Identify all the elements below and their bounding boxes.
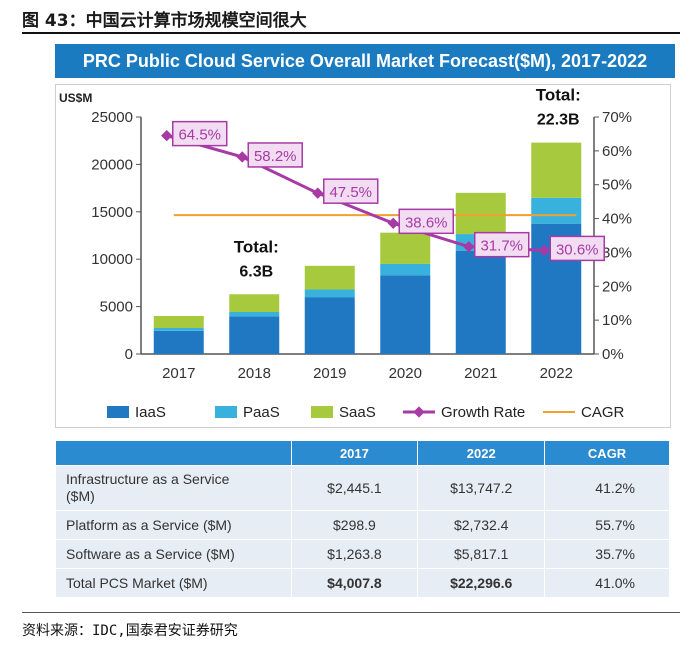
y-tick-label: 25000 bbox=[91, 109, 133, 126]
y-tick-label: 0 bbox=[125, 346, 133, 363]
y-axis-label: US$M bbox=[59, 91, 92, 105]
legend-label: SaaS bbox=[339, 404, 376, 421]
chart-svg: US$M 0 5000 10000 15000 20000 25000 0% 10% 20% 3… bbox=[55, 84, 671, 428]
cell-2022: $2,732.4 bbox=[417, 510, 546, 540]
growth-label-box bbox=[474, 231, 530, 258]
growth-marker bbox=[538, 244, 550, 257]
legend-label: CAGR bbox=[581, 404, 625, 421]
table-header-cell: 2017 bbox=[290, 440, 419, 466]
y2-tick-label: 70% bbox=[602, 109, 632, 126]
row-label: Platform as a Service ($M) bbox=[55, 510, 292, 540]
legend-label: Growth Rate bbox=[441, 404, 525, 421]
bar-iaas bbox=[153, 330, 204, 354]
cell-cagr: 41.0% bbox=[544, 568, 670, 598]
growth-label-box bbox=[323, 178, 379, 204]
bar-paas bbox=[531, 197, 582, 224]
bar-paas bbox=[229, 312, 280, 317]
annotation-title: Total: bbox=[536, 86, 581, 105]
legend-swatch bbox=[311, 406, 333, 418]
table-row: Platform as a Service ($M) $298.9 $2,732… bbox=[55, 510, 670, 540]
table-header-row: 2017 2022 CAGR bbox=[55, 440, 670, 466]
y2-tick-label: 40% bbox=[602, 211, 632, 228]
x-tick-label: 2019 bbox=[313, 365, 346, 382]
bar-saas bbox=[229, 294, 280, 313]
table-row: Software as a Service ($M) $1,263.8 $5,8… bbox=[55, 539, 670, 569]
y-tick-label: 5000 bbox=[100, 299, 133, 316]
legend-label: IaaS bbox=[135, 404, 166, 421]
x-tick-label: 2017 bbox=[162, 365, 195, 382]
legend-marker bbox=[413, 406, 425, 418]
y-tick-label: 20000 bbox=[91, 156, 133, 173]
table-header-cell: 2022 bbox=[417, 440, 546, 466]
bar-iaas bbox=[455, 250, 506, 354]
source-note: 资料来源：IDC,国泰君安证券研究 bbox=[22, 623, 238, 639]
legend-swatch bbox=[215, 406, 237, 418]
bar-saas bbox=[153, 316, 204, 328]
annotation-value: 22.3B bbox=[537, 112, 580, 129]
growth-label: 47.5% bbox=[329, 184, 372, 201]
growth-marker bbox=[463, 241, 475, 253]
bar-iaas bbox=[380, 275, 431, 354]
growth-label: 31.7% bbox=[480, 238, 523, 255]
bar-saas bbox=[304, 265, 355, 290]
growth-label: 38.6% bbox=[405, 214, 448, 231]
row-label: Software as a Service ($M) bbox=[55, 539, 292, 569]
table-header-cell bbox=[55, 440, 292, 466]
table-row-total: Total PCS Market ($M) $4,007.8 $22,296.6… bbox=[55, 568, 670, 598]
cell-2022: $5,817.1 bbox=[417, 539, 546, 569]
y-tick-label: 15000 bbox=[91, 204, 133, 221]
cell-2017: $1,263.8 bbox=[290, 539, 419, 569]
row-label: Total PCS Market ($M) bbox=[55, 568, 292, 598]
table-row: Infrastructure as a Service ($M) $2,445.1… bbox=[55, 465, 670, 511]
bar-saas bbox=[455, 192, 506, 235]
bar-saas bbox=[531, 142, 582, 198]
legend-swatch bbox=[107, 406, 129, 418]
figure-caption: 图 43：中国云计算市场规模空间很大 bbox=[22, 11, 307, 31]
cell-2017: $2,445.1 bbox=[290, 465, 419, 511]
row-label-line: ($M) bbox=[66, 488, 95, 504]
chart-title: PRC Public Cloud Service Overall Market … bbox=[55, 44, 675, 78]
y2-tick-label: 60% bbox=[602, 143, 632, 160]
bar-paas bbox=[304, 289, 355, 298]
forecast-table: 2017 2022 CAGR Infrastructure as a Servi… bbox=[55, 440, 670, 598]
growth-label-box bbox=[172, 120, 228, 147]
y2-tick-label: 10% bbox=[602, 312, 632, 329]
growth-label: 64.5% bbox=[178, 127, 221, 144]
y-tick-label: 10000 bbox=[91, 251, 133, 268]
growth-marker bbox=[387, 217, 399, 229]
growth-label-box bbox=[549, 235, 605, 262]
legend-label: PaaS bbox=[243, 404, 280, 421]
cell-cagr: 55.7% bbox=[544, 510, 670, 540]
table-header-cell: CAGR bbox=[544, 440, 670, 466]
bar-saas bbox=[380, 232, 431, 264]
x-tick-label: 2018 bbox=[238, 365, 271, 382]
y2-tick-label: 0% bbox=[602, 346, 624, 363]
bar-paas bbox=[380, 263, 431, 276]
x-tick-label: 2020 bbox=[389, 365, 422, 382]
bar-iaas bbox=[229, 316, 280, 354]
x-tick-label: 2022 bbox=[540, 365, 573, 382]
cell-2022: $13,747.2 bbox=[417, 465, 546, 511]
cell-cagr: 35.7% bbox=[544, 539, 670, 569]
cell-2022: $22,296.6 bbox=[417, 568, 546, 598]
annotation-value: 6.3B bbox=[239, 263, 273, 280]
y2-tick-label: 20% bbox=[602, 278, 632, 295]
cell-2017: $298.9 bbox=[290, 510, 419, 540]
annotation-title: Total: bbox=[234, 237, 279, 256]
row-label-line: Infrastructure as a Service bbox=[66, 471, 230, 487]
y2-tick-label: 50% bbox=[602, 177, 632, 194]
cell-2017: $4,007.8 bbox=[290, 568, 419, 598]
growth-label-box bbox=[398, 208, 454, 235]
growth-label: 30.6% bbox=[556, 241, 599, 258]
bar-iaas bbox=[304, 297, 355, 354]
x-tick-label: 2021 bbox=[464, 365, 497, 382]
y2-tick-label: 30% bbox=[602, 244, 632, 261]
growth-label-box bbox=[247, 142, 303, 168]
cell-cagr: 41.2% bbox=[544, 465, 670, 511]
bar-paas bbox=[153, 327, 204, 331]
top-divider bbox=[22, 32, 680, 34]
growth-label: 58.2% bbox=[254, 148, 297, 165]
row-label: Infrastructure as a Service ($M) bbox=[55, 465, 292, 511]
bottom-divider bbox=[22, 612, 680, 613]
